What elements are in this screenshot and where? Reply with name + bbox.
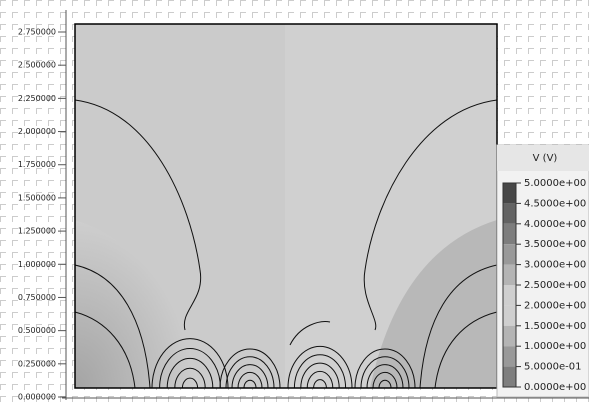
y-tick-label: 0.000000 xyxy=(18,393,56,402)
legend-header xyxy=(497,145,589,171)
legend: 5.0000e+00 4.5000e+00 4.0000e+00 3.5000e+00… xyxy=(502,178,586,393)
shade xyxy=(75,220,200,388)
legend-label: 2.0000e+00 xyxy=(524,300,586,311)
contours xyxy=(74,99,498,389)
legend-label: 3.0000e+00 xyxy=(524,260,586,271)
color-swatch xyxy=(503,305,516,326)
y-tick-label: 2.250000 xyxy=(18,94,56,103)
y-tick-label: 0.250000 xyxy=(18,359,56,368)
contour-lobe xyxy=(378,379,392,389)
legend-label: 1.5000e+00 xyxy=(524,321,586,332)
contour-lobe xyxy=(300,362,340,389)
contour-lobe xyxy=(366,364,404,389)
y-tick-label: 1.000000 xyxy=(18,260,56,269)
color-swatch xyxy=(503,244,516,265)
contour-lobe xyxy=(287,345,353,389)
y-tick-label: 1.500000 xyxy=(18,193,56,202)
color-swatch xyxy=(503,366,516,387)
contour-lobe xyxy=(237,371,263,389)
color-bar-border xyxy=(502,182,517,388)
legend-label: 3.5000e+00 xyxy=(524,239,586,250)
contour-lobe xyxy=(360,356,410,389)
contour-lobe xyxy=(243,379,257,389)
contour-lobe xyxy=(174,367,206,389)
contour-lobe xyxy=(166,357,214,389)
contour-lobe xyxy=(181,377,199,389)
y-tick-label: 2.000000 xyxy=(18,127,56,136)
contour-lobe xyxy=(354,348,416,389)
legend-label: 4.0000e+00 xyxy=(524,219,586,230)
y-tick-label: 1.750000 xyxy=(18,160,56,169)
color-swatch xyxy=(503,183,516,204)
contour-lobe xyxy=(293,354,347,389)
color-swatch xyxy=(503,223,516,245)
legend-label: 1.0000e+00 xyxy=(524,341,586,352)
color-swatch xyxy=(503,285,516,306)
contour-lobe xyxy=(225,356,275,389)
contour-lobe xyxy=(219,348,281,389)
color-swatch xyxy=(503,346,516,367)
color-swatch xyxy=(503,325,516,347)
y-tick-label: 1.250000 xyxy=(18,227,56,236)
shade xyxy=(370,220,497,388)
plot xyxy=(74,23,498,389)
color-swatch xyxy=(503,203,516,224)
color-swatch xyxy=(503,264,516,285)
contour-lobe xyxy=(231,364,269,389)
y-axis: 0.000000 0.250000 0.500000 0.750000 1.000000… xyxy=(18,10,589,402)
y-tick-label: 0.750000 xyxy=(18,293,56,302)
contour-lobe xyxy=(159,347,221,389)
legend-label: 0.0000e+00 xyxy=(524,382,586,393)
legend-label: 4.5000e+00 xyxy=(524,198,586,209)
y-tick-label: 2.750000 xyxy=(18,28,56,37)
legend-label: 2.5000e+00 xyxy=(524,280,586,291)
contour-lobe xyxy=(306,370,334,389)
legend-title: V (V) xyxy=(533,153,558,164)
y-tick-label: 2.500000 xyxy=(18,61,56,70)
contour-lobe xyxy=(372,371,398,389)
y-tick-label: 0.500000 xyxy=(18,326,56,335)
legend-label: 5.0000e+00 xyxy=(524,178,586,189)
contour-lobe xyxy=(313,379,327,389)
legend-label: 5.0000e-01 xyxy=(524,362,581,373)
